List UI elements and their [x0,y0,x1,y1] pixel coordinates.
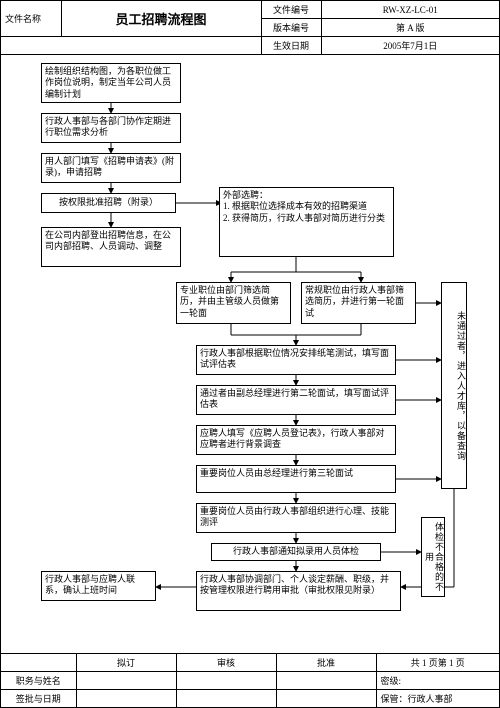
hdr-docid: RW-XZ-LC-01 [321,1,499,19]
footer-table: 拟订 审核 批准 共 1 页第 1 页 职务与姓名 密级: 签批与日期 保管：行… [1,653,499,707]
hdr-date: 2005年7月1日 [321,37,499,55]
ft-role-label: 职务与姓名 [1,672,76,690]
hdr-version-label: 版本编号 [261,19,321,37]
ft-draft: 拟订 [76,654,176,672]
hdr-title: 员工招聘流程图 [61,1,261,37]
page: 文件名称 员工招聘流程图 文件编号 RW-XZ-LC-01 版本编号 第 A 版… [0,0,500,708]
node-pro-screen: 专业职位由部门筛选简历，并由主管级人员做第一轮面 [176,282,291,324]
node-external: 外部选聘： 1. 根据职位选择成本有效的招聘渠道 2. 获得简历，行政人事部对简… [219,187,394,257]
node-medical: 行政人事部通知拟录用人员体检 [211,543,381,561]
node-approval: 按权限批准招聘（附录） [41,193,176,213]
ft-secrecy: 密级: [376,672,499,690]
ft-sign-label: 签批与日期 [1,690,76,708]
node-interview3: 重要岗位人员由总经理进行第三轮面试 [196,465,396,493]
flowchart: 绘制组织结构图，为各职位做工作岗位说明，制定当年公司人员编制计划 行政人事部与各… [1,57,499,647]
ft-custodian: 保管：行政人事部 [376,690,499,708]
node-request-form: 用人部门填写《招聘申请表》(附录)，申请招聘 [41,153,181,183]
node-needs-analysis: 行政人事部与各部门协作定期进行职位需求分析 [41,113,181,143]
node-psych-test: 重要岗位人员由行政人事部组织进行心理、技能测评 [196,503,396,533]
ft-review: 审核 [176,654,276,672]
node-confirm-start: 行政人事部与应聘人联系，确认上班时间 [41,571,156,601]
node-salary-approval: 行政人事部协调部门、个人谈定薪酬、职级，并按管理权限进行聘用审批（审批权限见附录… [196,571,401,611]
node-written-test: 行政人事部根据职位情况安排纸笔测试，填写面试评估表 [196,345,396,375]
ft-page: 共 1 页第 1 页 [376,654,499,672]
header-block: 文件名称 员工招聘流程图 文件编号 RW-XZ-LC-01 版本编号 第 A 版… [1,1,499,55]
ft-approve: 批准 [276,654,376,672]
header-table: 文件名称 员工招聘流程图 文件编号 RW-XZ-LC-01 版本编号 第 A 版… [1,1,499,54]
node-reg-screen: 常规职位由行政人事部筛选简历，并进行第一轮面试 [301,282,416,324]
hdr-filename-label: 文件名称 [1,1,61,37]
hdr-date-label: 生效日期 [261,37,321,55]
hdr-version: 第 A 版 [321,19,499,37]
node-org-chart: 绘制组织结构图，为各职位做工作岗位说明，制定当年公司人员编制计划 [41,63,181,103]
node-registration: 应聘人填写《应聘人员登记表》，行政人事部对应聘者进行背景调查 [196,425,396,455]
node-interview2: 通过者由副总经理进行第二轮面试，填写面试评估表 [196,385,396,415]
footer-block: 拟订 审核 批准 共 1 页第 1 页 职务与姓名 密级: 签批与日期 保管：行… [1,653,499,707]
node-talent-pool: 未通过者，进入人才库，以备查询 [441,282,467,489]
node-medical-fail: 体检不合格的不用 [421,517,445,597]
hdr-docid-label: 文件编号 [261,1,321,19]
node-internal-posting: 在公司内部登出招聘信息，在公司内部招聘、人员调动、调整 [41,227,181,267]
